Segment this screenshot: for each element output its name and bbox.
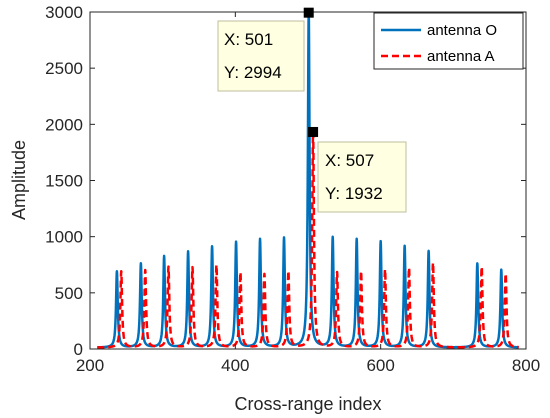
datatip-1-marker <box>303 7 314 18</box>
y-tick-label: 0 <box>74 340 83 359</box>
y-tick-label: 2500 <box>45 59 83 78</box>
datatip-2-marker <box>308 126 319 137</box>
legend-label-antenna-o: antenna O <box>427 22 497 39</box>
y-tick-label: 3000 <box>45 3 83 22</box>
datatip-1-x: X: 501 <box>224 30 273 49</box>
legend-box <box>373 12 524 70</box>
legend: antenna O antenna A <box>373 12 524 70</box>
y-tick-label: 500 <box>55 284 83 303</box>
y-tick-label: 2000 <box>45 115 83 134</box>
x-axis-label: Cross-range index <box>234 394 381 414</box>
datatip-2: X: 507 Y: 1932 <box>317 141 407 213</box>
series-line-antenna-a <box>96 130 520 349</box>
datatip-2-y: Y: 1932 <box>325 184 383 203</box>
series-layer <box>96 10 520 349</box>
x-tick-label: 200 <box>76 356 104 375</box>
datatip-1-box <box>217 20 305 92</box>
x-tick-label: 800 <box>512 356 540 375</box>
datatip-2-box <box>317 141 407 213</box>
x-tick-label: 600 <box>366 356 394 375</box>
ticks-layer: 200 400 600 800 0 500 1000 1500 2000 2500 3000 <box>45 3 540 375</box>
legend-label-antenna-a: antenna A <box>427 48 495 65</box>
y-tick-label: 1000 <box>45 228 83 247</box>
annotations-layer <box>303 7 319 137</box>
datatip-1-y: Y: 2994 <box>224 63 282 82</box>
y-axis-label: Amplitude <box>9 140 29 220</box>
datatip-1: X: 501 Y: 2994 <box>217 20 305 92</box>
x-tick-label: 400 <box>221 356 249 375</box>
y-tick-label: 1500 <box>45 172 83 191</box>
datatip-2-x: X: 507 <box>325 151 374 170</box>
